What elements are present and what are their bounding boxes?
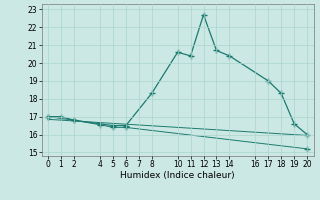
X-axis label: Humidex (Indice chaleur): Humidex (Indice chaleur) — [120, 171, 235, 180]
